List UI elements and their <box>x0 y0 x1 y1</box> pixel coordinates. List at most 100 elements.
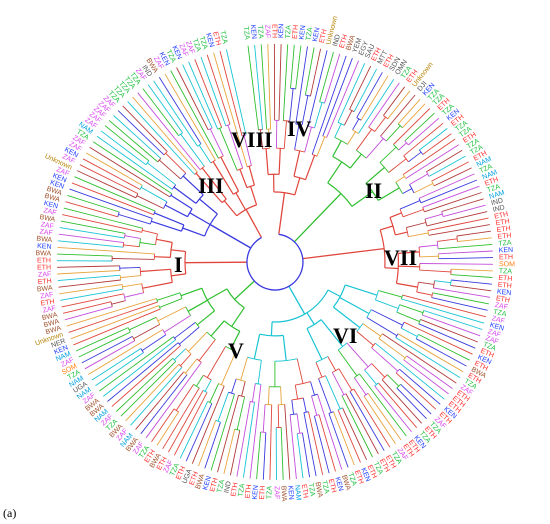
tree-branch <box>187 208 193 217</box>
tree-branch <box>250 401 255 403</box>
tree-branch <box>57 253 99 257</box>
tree-branch <box>199 198 218 215</box>
tip-label: ETH <box>300 484 309 499</box>
tree-branch <box>280 386 282 405</box>
tree-branch <box>437 246 459 250</box>
tree-branch <box>229 395 239 428</box>
tree-branch <box>314 50 328 101</box>
tree-branch <box>420 318 450 332</box>
tree-branch <box>388 158 407 173</box>
tree-branch <box>198 439 210 467</box>
tree-branch <box>140 187 168 203</box>
tree-branch <box>390 86 406 106</box>
tree-branch <box>347 131 356 145</box>
tree-branch <box>234 428 240 431</box>
tree-branch <box>57 277 92 282</box>
clade-labels: VIII IV III II I VII V VI <box>174 116 417 363</box>
tree-branch <box>158 77 187 121</box>
tree-branch <box>431 174 445 182</box>
tree-branch <box>331 372 345 395</box>
tree-branch <box>356 103 365 118</box>
tip-label: ZAF <box>487 328 502 339</box>
tree-branch <box>337 121 345 126</box>
tree-branch <box>358 406 385 451</box>
tree-branch <box>60 220 109 231</box>
tree-branch <box>210 113 219 130</box>
tree-branch <box>74 176 122 198</box>
tree-branch <box>438 149 463 165</box>
tree-branch <box>57 240 93 245</box>
tree-branch <box>119 275 122 281</box>
tree-branch <box>70 316 130 340</box>
tree-branches <box>56 43 494 481</box>
tree-branch <box>224 393 235 424</box>
tree-branch <box>404 126 420 142</box>
tree-branch <box>319 101 325 104</box>
tree-branch <box>402 120 410 129</box>
tree-branch <box>470 237 492 241</box>
tree-branch <box>209 128 224 157</box>
tip-label: ETH <box>319 29 329 44</box>
tree-branch <box>155 233 158 245</box>
tree-branch <box>296 358 304 384</box>
tree-branch <box>353 388 364 405</box>
tree-branch <box>431 292 434 298</box>
tree-branch <box>91 274 121 279</box>
tree-branch <box>447 335 476 349</box>
tree-branch <box>154 256 171 258</box>
tree-branch <box>441 211 444 217</box>
tree-branch <box>104 125 138 152</box>
tree-branch <box>142 168 173 190</box>
tree-branch <box>123 233 126 239</box>
tree-branch <box>107 373 142 402</box>
tree-branch <box>162 414 184 450</box>
tip-label: ZAF <box>38 271 52 279</box>
tip-label: TZA <box>498 240 512 248</box>
tree-branch <box>415 122 444 147</box>
tree-branch <box>172 357 177 362</box>
tree-branch <box>408 131 424 146</box>
tree-branch <box>124 235 141 239</box>
tree-branch <box>164 315 191 333</box>
tree-branch <box>132 140 158 163</box>
tree-branch <box>121 185 139 195</box>
tree-branch <box>143 174 173 195</box>
tree-branch <box>451 263 494 265</box>
tree-branch <box>180 133 205 167</box>
tree-branch <box>156 298 159 303</box>
tip-label: KEN <box>37 243 52 251</box>
tree-branch <box>117 110 146 138</box>
tree-branch <box>231 307 245 327</box>
tree-branch <box>304 126 312 153</box>
tip-label: ETH <box>37 264 51 271</box>
tree-branch <box>173 419 194 456</box>
tree-branch <box>362 323 381 337</box>
tree-branch <box>61 296 110 308</box>
tree-branch <box>441 315 483 330</box>
tree-branch <box>164 73 206 142</box>
tree-branch <box>140 342 179 374</box>
tree-branch <box>395 231 408 236</box>
tree-branch <box>173 186 197 204</box>
tree-branch <box>377 187 400 201</box>
tree-branch <box>236 419 248 477</box>
tree-branch <box>378 290 403 298</box>
tree-branch <box>409 184 415 194</box>
tree-branch <box>143 357 174 386</box>
tip-label: BWA <box>39 214 56 224</box>
tree-branch <box>234 108 243 137</box>
tree-branch <box>365 166 385 184</box>
tree-branch <box>464 280 492 285</box>
tree-branch <box>201 287 216 312</box>
tree-branch <box>145 160 150 165</box>
tree-branch <box>145 376 191 439</box>
tree-branch <box>436 241 439 249</box>
tip-label: TZA <box>238 483 247 497</box>
tree-branch <box>235 192 247 211</box>
tree-branch <box>289 414 293 435</box>
tree-branch <box>322 95 339 137</box>
tree-branch <box>363 395 374 411</box>
tree-branch <box>182 227 205 237</box>
tree-branch <box>112 258 155 260</box>
tree-branch <box>99 365 135 392</box>
